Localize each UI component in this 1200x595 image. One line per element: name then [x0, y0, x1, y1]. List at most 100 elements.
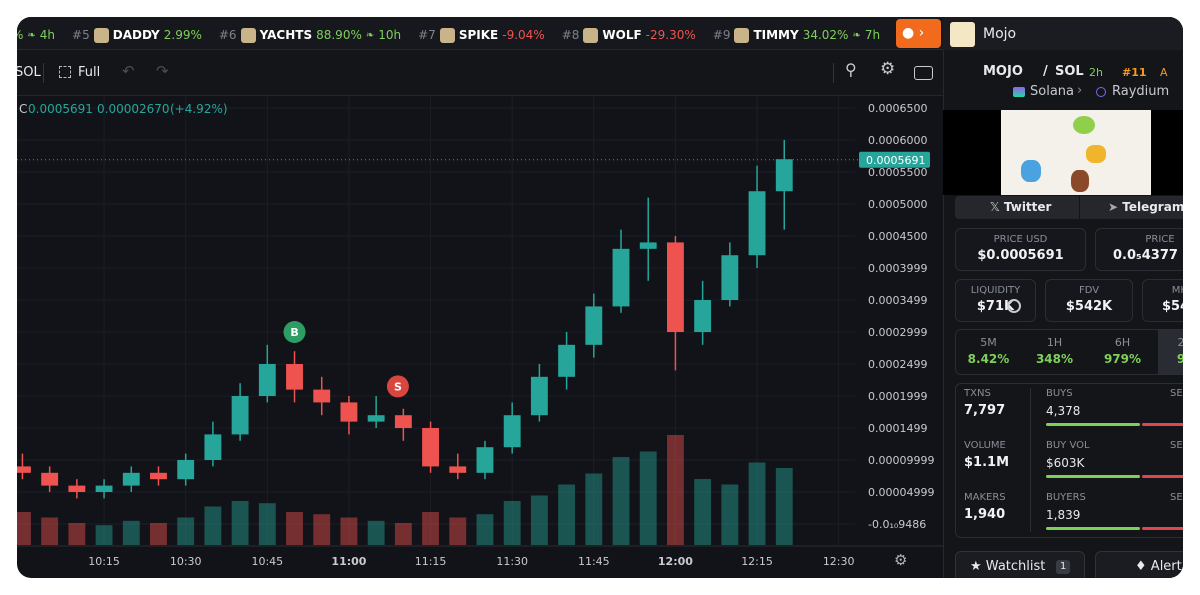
- ticker-rank: #5: [72, 28, 90, 42]
- ticker-item[interactable]: #5 DADDY 2.99%: [72, 27, 202, 43]
- price-native-value: 0.0₅4377 S: [1113, 248, 1192, 263]
- ticker-rank: #7: [418, 28, 436, 42]
- ticker-rank: #9: [712, 28, 731, 42]
- timeframe-label[interactable]: 1H: [1046, 336, 1063, 349]
- alert-button[interactable]: [1095, 551, 1183, 578]
- metric-card: [1142, 279, 1183, 322]
- candle-body: [95, 485, 113, 493]
- volume-bar: [530, 495, 548, 545]
- y-tick-label: 0.0006500: [868, 102, 928, 115]
- leaf-icon: ❧: [27, 29, 36, 41]
- candle-body: [313, 389, 331, 403]
- settings-icon[interactable]: ⚙: [880, 59, 896, 79]
- candle-body: [122, 472, 140, 486]
- leaf-icon: ❧: [365, 29, 375, 41]
- ticker-item[interactable]: % ❧ 4h: [12, 28, 55, 42]
- x-tick-label: 12:30: [823, 555, 855, 568]
- pair-rank: #11: [1122, 66, 1147, 79]
- volume-bar: [666, 435, 684, 545]
- metric-value: $542K: [1065, 299, 1113, 314]
- timeframe-label[interactable]: 2: [1177, 336, 1185, 349]
- timeframe-row: [955, 329, 1183, 375]
- timeframe-value: 979%: [1103, 352, 1142, 366]
- volume-bar: [204, 506, 222, 545]
- candle-body: [612, 248, 630, 307]
- candle-body: [258, 364, 276, 397]
- ticker-symbol: SPIKE: [458, 28, 499, 42]
- trade-marker: [283, 321, 306, 344]
- y-tick-label: 0.0001999: [868, 390, 928, 403]
- candle-body: [748, 191, 766, 256]
- redo-icon[interactable]: ↷: [156, 62, 169, 80]
- metric-value: $54: [1162, 299, 1190, 314]
- ticker-change: 88.90%: [316, 28, 362, 42]
- stat-buy-value: 1,839: [1046, 508, 1081, 522]
- ticker-item[interactable]: #9 TIMMY 34.02% ❧ 7h: [712, 27, 880, 43]
- x-tick-label: 12:15: [741, 555, 773, 568]
- axis-settings-icon[interactable]: ⚙: [894, 551, 908, 569]
- ticker-item[interactable]: #6 YACHTS 88.90% ❧ 10h: [219, 27, 401, 43]
- stat-buy-label: BUYERS: [1046, 492, 1086, 503]
- x-icon: 𝕏: [990, 200, 1004, 214]
- y-tick-label: 0.0001499: [868, 422, 928, 435]
- legend-percent: (+4.92%): [170, 102, 228, 116]
- chain: Solana: [1030, 84, 1074, 99]
- candle-body: [721, 255, 739, 301]
- buy-bar: [1046, 423, 1140, 426]
- trade-marker-label: B: [290, 326, 298, 339]
- candle-body: [639, 242, 657, 249]
- metric-value: $71K: [976, 299, 1015, 314]
- undo-icon[interactable]: ↶: [122, 62, 135, 80]
- timeframe-label[interactable]: 6H: [1114, 336, 1131, 349]
- volume-bar: [17, 512, 31, 545]
- ticker-symbol: DADDY: [112, 28, 160, 42]
- stat-label: VOLUME: [964, 440, 1006, 451]
- screenshot-icon[interactable]: [914, 66, 933, 80]
- ticker-change: %: [12, 28, 24, 42]
- timeframe-label[interactable]: 5M: [980, 336, 997, 349]
- volume-bar: [367, 520, 385, 545]
- volume-bar: [748, 462, 766, 545]
- stat-buy-value: 4,378: [1046, 404, 1081, 418]
- stat-value: 1,940: [964, 507, 1006, 522]
- toolbar: [17, 50, 943, 96]
- ticker-bar: [17, 17, 943, 50]
- leaf-icon: ❧: [852, 29, 861, 41]
- ticker-symbol: YACHTS: [259, 28, 313, 42]
- x-tick-label: 11:45: [578, 555, 610, 568]
- volume-bar: [558, 484, 576, 545]
- candle-body: [367, 415, 385, 422]
- alert-text: Alert: [1150, 559, 1182, 574]
- telegram-button[interactable]: [1080, 196, 1183, 219]
- volume-bar: [476, 514, 494, 545]
- volume-bar: [41, 517, 59, 545]
- trending-button[interactable]: [896, 19, 941, 48]
- volume-bar: [177, 517, 195, 545]
- stat-buy-value: $603K: [1046, 456, 1085, 470]
- candle-body: [394, 415, 412, 429]
- banner-figure: [1021, 160, 1041, 182]
- raydium-icon: [1096, 87, 1106, 97]
- buy-bar: [1046, 527, 1140, 530]
- candle-body: [476, 447, 494, 473]
- price-native-label: PRICE: [1145, 234, 1175, 245]
- ticker-item[interactable]: #7 SPIKE -9.04%: [418, 27, 545, 43]
- telegram-icon: ➤: [1108, 200, 1123, 214]
- full-button[interactable]: Full: [78, 65, 101, 80]
- candle-body: [231, 396, 249, 435]
- stats-divider: [1030, 388, 1031, 532]
- symbol-button[interactable]: SOL: [15, 65, 41, 80]
- ticker-item[interactable]: #8 WOLF -29.30%: [562, 27, 696, 43]
- stat-value: $1.1M: [964, 455, 1010, 470]
- legend-close: 0.0005691: [28, 102, 93, 116]
- y-tick-label: 0.00009999: [868, 454, 934, 467]
- panel-header: [943, 17, 1183, 50]
- y-tick-label: 0.0002999: [868, 326, 928, 339]
- ticker-symbol: WOLF: [602, 28, 642, 42]
- metric-label: FDV: [1078, 285, 1100, 296]
- y-tick-label: 0.00004999: [868, 486, 934, 499]
- indicator-icon[interactable]: ⚲: [845, 60, 857, 79]
- twitter-button[interactable]: [955, 196, 1079, 219]
- ticker: % ❧ 4h #5 DADDY 2.99% #6 YACHTS 88.90% ❧ 10h #7 SPIK…: [12, 26, 896, 44]
